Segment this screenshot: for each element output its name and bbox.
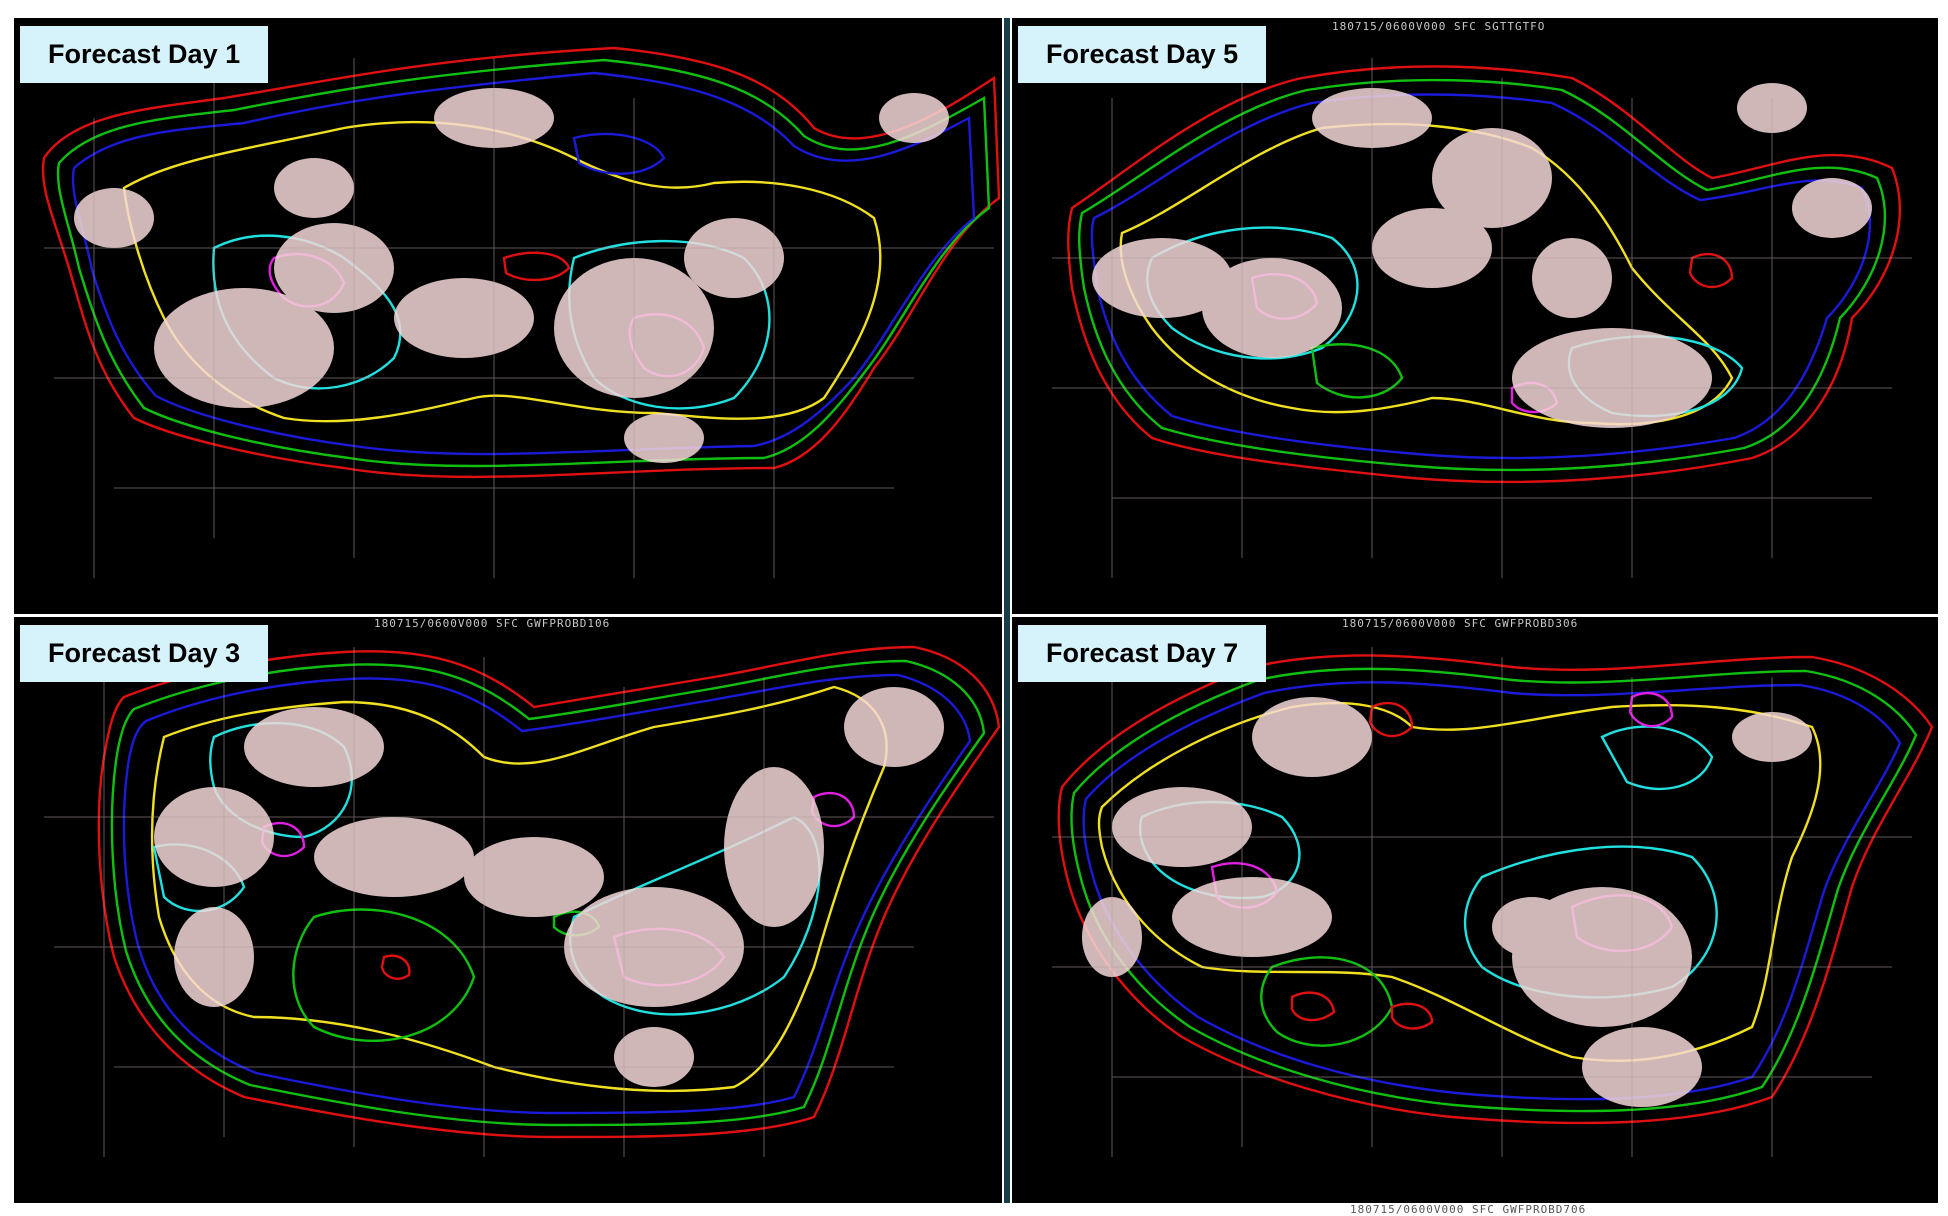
panel-title: Forecast Day 7 — [1018, 625, 1267, 682]
panel-header-code: 180715/0600V000 SFC GWFPROBD306 — [1342, 617, 1579, 630]
map-panel-day-3: 180715/0600V000 SFC GWFPROBD106 — [14, 617, 1002, 1203]
contour-red — [1390, 1002, 1434, 1030]
contour-red — [1290, 991, 1336, 1022]
contour-blue — [1090, 93, 1872, 460]
contour-green — [110, 659, 986, 1127]
contour-red — [97, 645, 1001, 1139]
panel-title: Forecast Day 5 — [1018, 26, 1267, 83]
contour-map-day-1 — [41, 46, 1001, 578]
contour-red — [1067, 65, 1902, 484]
panel-title: Forecast Day 1 — [20, 26, 269, 83]
contour-cyan — [1600, 725, 1714, 790]
contour-map-day-3 — [44, 645, 1001, 1157]
contour-red — [1688, 252, 1734, 289]
vertical-divider — [1004, 18, 1010, 1203]
contour-blue — [71, 71, 976, 456]
map-panel-day-1: Forecast Day 1 — [14, 18, 1002, 614]
contour-green — [1310, 343, 1404, 399]
contour-cyan — [1145, 226, 1359, 360]
point-cloud — [154, 687, 944, 1087]
contour-green — [56, 58, 991, 468]
map-panel-day-7: 180715/0600V000 SFC GWFPROBD306 — [1012, 617, 1938, 1203]
state-borders — [1052, 647, 1912, 1157]
contour-blue — [1082, 681, 1902, 1101]
state-borders — [44, 58, 994, 578]
contour-green — [292, 908, 476, 1042]
contour-green — [1260, 956, 1394, 1047]
contour-red — [41, 46, 1001, 479]
contour-red — [1368, 701, 1414, 738]
point-cloud — [1092, 83, 1872, 428]
state-borders — [1052, 58, 1912, 578]
contour-red — [1057, 654, 1934, 1125]
panel-title: Forecast Day 3 — [20, 625, 269, 682]
contour-red — [380, 954, 411, 980]
point-cloud — [1082, 697, 1812, 1107]
footer-code: 180715/0600V000 SFC GWFPROBD706 — [1350, 1203, 1587, 1216]
contour-blue — [572, 132, 666, 175]
contour-green — [1070, 667, 1918, 1113]
contour-green — [1078, 78, 1886, 472]
contour-magenta — [1628, 691, 1674, 728]
contour-map-day-5 — [1052, 58, 1912, 578]
contour-map-day-7 — [1052, 647, 1934, 1157]
contour-red — [502, 251, 571, 282]
contour-yellow — [1097, 701, 1822, 1062]
contour-yellow — [150, 685, 888, 1093]
state-borders — [44, 647, 994, 1157]
contour-blue — [122, 673, 972, 1115]
panel-header-code: 180715/0600V000 SFC GWFPROBD106 — [374, 617, 611, 630]
map-panel-day-5: 180715/0600V000 SFC SGTTGTFO — [1012, 18, 1938, 614]
panel-header-code: 180715/0600V000 SFC SGTTGTFO — [1332, 20, 1546, 33]
